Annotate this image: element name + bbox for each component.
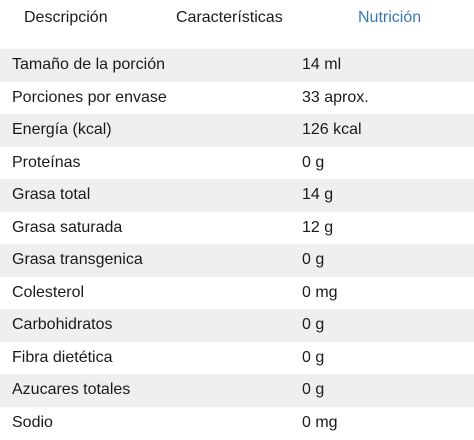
table-row: Grasa transgenica 0 g (0, 244, 474, 277)
nutrient-value: 0 g (302, 381, 325, 398)
table-row: Grasa total 14 g (0, 179, 474, 212)
nutrient-value: 0 mg (302, 283, 338, 301)
nutrient-value: 0 g (302, 348, 325, 366)
nutrient-label: Grasa saturada (12, 218, 123, 236)
tab-descripcion[interactable]: Descripción (24, 9, 108, 26)
table-row: Tamaño de la porción 14 ml (0, 49, 474, 82)
nutrient-label: Energía (kcal) (12, 121, 112, 138)
nutrient-label: Sodio (12, 413, 53, 431)
nutrient-label: Tamaño de la porción (12, 56, 165, 73)
table-row: Porciones por envase 33 aprox. (0, 81, 474, 114)
table-row: Colesterol 0 mg (0, 276, 474, 309)
nutrient-value: 0 g (302, 153, 325, 171)
table-row: Energía (kcal) 126 kcal (0, 114, 474, 147)
table-row: Grasa saturada 12 g (0, 211, 474, 244)
nutrient-label: Colesterol (12, 283, 85, 301)
table-row: Sodio 0 mg (0, 406, 474, 439)
nutrient-label: Fibra dietética (12, 348, 113, 366)
nutrient-label: Grasa transgenica (12, 251, 143, 268)
nutrient-value: 14 ml (302, 56, 342, 73)
nutrient-label: Azucares totales (12, 381, 131, 398)
nutrition-table: Tamaño de la porción 14 ml Porciones por… (0, 49, 474, 439)
table-row: Fibra dietética 0 g (0, 341, 474, 374)
nutrient-value: 33 aprox. (302, 88, 369, 106)
tab-bar: Descripción Características Nutrición (0, 0, 474, 36)
table-row: Azucares totales 0 g (0, 374, 474, 407)
nutrient-value: 12 g (302, 218, 334, 236)
nutrient-value: 0 g (302, 251, 325, 268)
nutrient-label: Grasa total (12, 186, 91, 203)
nutrient-value: 0 g (302, 316, 325, 333)
nutrient-label: Porciones por envase (12, 88, 167, 106)
nutrient-value: 126 kcal (302, 121, 362, 138)
table-row: Proteínas 0 g (0, 146, 474, 179)
table-row: Carbohidratos 0 g (0, 309, 474, 342)
tab-caracteristicas[interactable]: Características (176, 9, 283, 26)
nutrient-value: 14 g (302, 186, 334, 203)
tab-nutricion[interactable]: Nutrición (358, 9, 422, 26)
nutrient-label: Carbohidratos (12, 316, 113, 333)
nutrient-value: 0 mg (302, 413, 338, 431)
nutrient-label: Proteínas (12, 153, 81, 171)
